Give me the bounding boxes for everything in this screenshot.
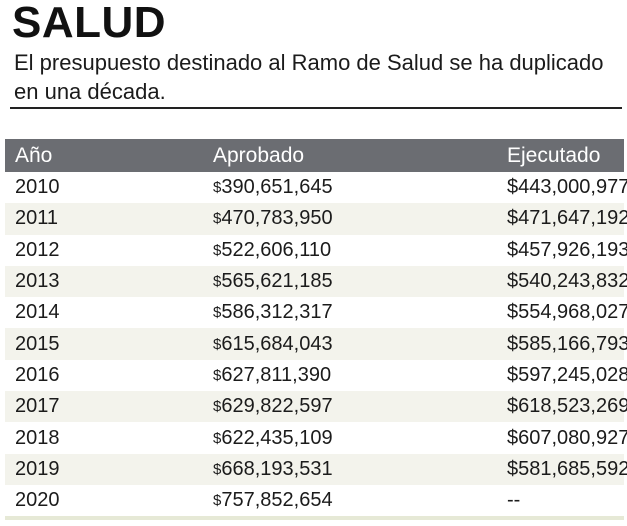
cell-ejecutado: $554,968,027 (497, 297, 627, 329)
budget-table: Año Aprobado Ejecutado 2010 $390,651,645 $… (5, 139, 627, 521)
page-subtitle: El presupuesto destinado al Ramo de Salu… (14, 50, 604, 104)
cell-ejecutado: $585,166,793 (497, 328, 627, 360)
currency-symbol: $ (213, 492, 222, 510)
cell-aprobado: $629,822,597 (206, 391, 497, 423)
currency-symbol: $ (213, 366, 222, 384)
cell-year: 2020 (5, 484, 206, 521)
currency-symbol: $ (213, 210, 222, 228)
column-header-ejecutado: Ejecutado (497, 139, 624, 172)
cell-ejecutado: $540,243,832 (497, 265, 627, 298)
cell-year: 2018 (5, 422, 206, 454)
cell-aprobado: $615,684,043 (206, 328, 497, 360)
table-row: 2020 $757,852,654 -- (5, 484, 624, 521)
cell-ejecutado: $443,000,977 (497, 172, 627, 204)
aprobado-amount: 586,312,317 (221, 301, 333, 324)
cell-ejecutado: $581,685,592 (497, 453, 627, 485)
aprobado-amount: 470,783,950 (221, 207, 333, 230)
table-header-row: Año Aprobado Ejecutado (5, 139, 624, 172)
aprobado-amount: 757,852,654 (221, 489, 333, 512)
cell-aprobado: $622,435,109 (206, 422, 497, 454)
cell-year: 2010 (5, 172, 206, 204)
table-row: 2019 $668,193,531 $581,685,592 (5, 453, 627, 485)
table-row: 2015 $615,684,043 $585,166,793 (5, 328, 627, 360)
cell-aprobado: $586,312,317 (206, 297, 497, 329)
aprobado-amount: 629,822,597 (221, 395, 333, 418)
table-row: 2011 $470,783,950 $471,647,192 (5, 203, 627, 235)
cell-year: 2019 (5, 453, 206, 485)
cell-year: 2011 (5, 203, 206, 235)
page-title: SALUD (12, 0, 167, 47)
aprobado-amount: 627,811,390 (221, 363, 332, 386)
cell-aprobado: $565,621,185 (206, 265, 497, 298)
cell-year: 2015 (5, 328, 206, 360)
cell-ejecutado: $597,245,028 (497, 359, 627, 392)
table-row: 2018 $622,435,109 $607,080,927 (5, 422, 627, 454)
cell-aprobado: $522,606,110 (206, 234, 497, 266)
cell-aprobado: $390,651,645 (206, 172, 497, 204)
currency-symbol: $ (213, 179, 222, 197)
table-row: 2010 $390,651,645 $443,000,977 (5, 172, 627, 204)
cell-year: 2012 (5, 234, 206, 266)
cell-year: 2016 (5, 359, 206, 392)
table-row: 2012 $522,606,110 $457,926,193 (5, 234, 627, 266)
cell-year: 2017 (5, 391, 206, 423)
cell-ejecutado: $618,523,269 (497, 391, 627, 423)
cell-ejecutado: $471,647,192 (497, 203, 627, 235)
currency-symbol: $ (213, 429, 222, 447)
column-header-year: Año (5, 139, 206, 172)
cell-aprobado: $470,783,950 (206, 203, 497, 235)
table-row: 2013 $565,621,185 $540,243,832 (5, 265, 627, 298)
aprobado-amount: 615,684,043 (221, 332, 333, 355)
table-row: 2016 $627,811,390 $597,245,028 (5, 359, 627, 392)
cell-year: 2014 (5, 297, 206, 329)
table-row: 2014 $586,312,317 $554,968,027 (5, 297, 627, 329)
table-body: 2010 $390,651,645 $443,000,977 2011 $470,783… (5, 172, 627, 521)
table-row: 2017 $629,822,597 $618,523,269 (5, 391, 627, 423)
aprobado-amount: 622,435,109 (221, 426, 333, 449)
column-header-aprobado: Aprobado (206, 139, 497, 172)
currency-symbol: $ (213, 304, 222, 322)
aprobado-amount: 522,606,110 (221, 238, 332, 261)
cell-aprobado: $668,193,531 (206, 453, 497, 485)
currency-symbol: $ (213, 460, 222, 478)
currency-symbol: $ (213, 241, 222, 259)
cell-ejecutado: -- (497, 484, 624, 521)
cell-aprobado: $627,811,390 (206, 359, 497, 392)
aprobado-amount: 668,193,531 (221, 457, 333, 480)
cell-year: 2013 (5, 265, 206, 298)
currency-symbol: $ (213, 398, 222, 416)
currency-symbol: $ (213, 335, 222, 353)
aprobado-amount: 390,651,645 (221, 176, 333, 199)
currency-symbol: $ (213, 273, 222, 291)
cell-ejecutado: $457,926,193 (497, 234, 627, 266)
cell-aprobado: $757,852,654 (206, 484, 497, 521)
cell-ejecutado: $607,080,927 (497, 422, 627, 454)
header-divider (10, 107, 622, 109)
aprobado-amount: 565,621,185 (221, 270, 333, 293)
